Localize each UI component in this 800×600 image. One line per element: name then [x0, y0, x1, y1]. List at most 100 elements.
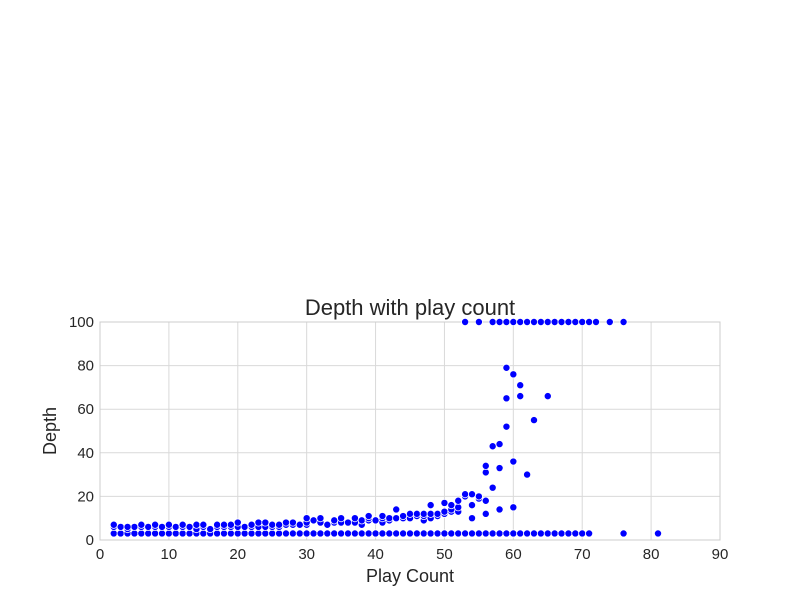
data-point: [426, 509, 435, 518]
data-point: [619, 529, 628, 538]
data-point: [364, 529, 373, 538]
data-point: [185, 522, 194, 531]
data-point: [302, 514, 311, 523]
data-point: [474, 529, 483, 538]
x-axis-label: Play Count: [366, 566, 454, 586]
data-point: [130, 522, 139, 531]
data-point: [371, 516, 380, 525]
y-tick-label: 20: [77, 488, 94, 505]
data-point: [440, 529, 449, 538]
data-point: [467, 514, 476, 523]
plot-area-frame: [99, 321, 721, 541]
data-point: [530, 416, 539, 425]
data-point: [116, 529, 125, 538]
data-point: [337, 514, 346, 523]
data-point: [137, 520, 146, 529]
data-point: [654, 529, 663, 538]
data-point: [171, 529, 180, 538]
data-point: [219, 520, 228, 529]
data-point: [523, 529, 532, 538]
data-point: [392, 514, 401, 523]
data-point: [440, 507, 449, 516]
data-point: [419, 509, 428, 518]
y-tick-label: 40: [77, 445, 94, 462]
data-point: [385, 514, 394, 523]
data-point: [488, 529, 497, 538]
data-point: [316, 529, 325, 538]
data-point: [199, 520, 208, 529]
data-point: [233, 518, 242, 527]
data-point: [151, 529, 160, 538]
data-point: [261, 529, 270, 538]
data-point: [433, 529, 442, 538]
data-point: [578, 317, 587, 326]
data-point: [178, 529, 187, 538]
data-point: [157, 522, 166, 531]
data-point: [585, 317, 594, 326]
data-point: [502, 394, 511, 403]
data-point: [144, 522, 153, 531]
data-point: [488, 483, 497, 492]
data-point: [240, 529, 249, 538]
data-point: [399, 529, 408, 538]
data-point: [571, 529, 580, 538]
data-point: [585, 529, 594, 538]
data-point: [605, 317, 614, 326]
data-point: [309, 529, 318, 538]
data-point: [288, 518, 297, 527]
data-point: [343, 518, 352, 527]
data-point: [523, 470, 532, 479]
y-tick-label: 80: [77, 358, 94, 375]
data-point: [378, 529, 387, 538]
data-point: [226, 529, 235, 538]
data-point: [240, 522, 249, 531]
data-point: [123, 522, 132, 531]
data-point: [488, 442, 497, 451]
data-point: [109, 520, 118, 529]
data-point: [171, 522, 180, 531]
data-point: [192, 520, 201, 529]
data-point: [350, 514, 359, 523]
data-point: [219, 529, 228, 538]
y-tick-label: 0: [86, 532, 94, 549]
data-point: [481, 461, 490, 470]
data-point: [275, 520, 284, 529]
data-point: [144, 529, 153, 538]
data-point: [392, 529, 401, 538]
data-point: [495, 529, 504, 538]
data-point: [281, 529, 290, 538]
data-point: [130, 529, 139, 538]
x-tick-label: 10: [161, 546, 178, 563]
data-point: [467, 529, 476, 538]
data-point: [412, 509, 421, 518]
data-point: [109, 529, 118, 538]
data-point: [516, 529, 525, 538]
y-tick-labels: 0 20 40 60 80 100: [69, 314, 94, 549]
x-tick-label: 70: [574, 546, 591, 563]
data-point: [516, 317, 525, 326]
data-point: [151, 520, 160, 529]
y-axis-label: Depth: [40, 407, 60, 455]
data-point: [343, 529, 352, 538]
data-point: [481, 529, 490, 538]
data-point: [233, 529, 242, 538]
data-point: [495, 440, 504, 449]
data-point: [481, 509, 490, 518]
data-point: [405, 529, 414, 538]
data-point: [288, 529, 297, 538]
data-point: [564, 529, 573, 538]
data-point: [447, 529, 456, 538]
data-point: [199, 529, 208, 538]
data-point: [247, 520, 256, 529]
data-point: [247, 529, 256, 538]
data-point: [364, 512, 373, 521]
data-point: [523, 317, 532, 326]
data-point: [557, 529, 566, 538]
data-point: [557, 317, 566, 326]
data-point: [454, 503, 463, 512]
data-point: [213, 520, 222, 529]
data-point: [502, 363, 511, 372]
data-point: [461, 529, 470, 538]
data-point: [316, 514, 325, 523]
